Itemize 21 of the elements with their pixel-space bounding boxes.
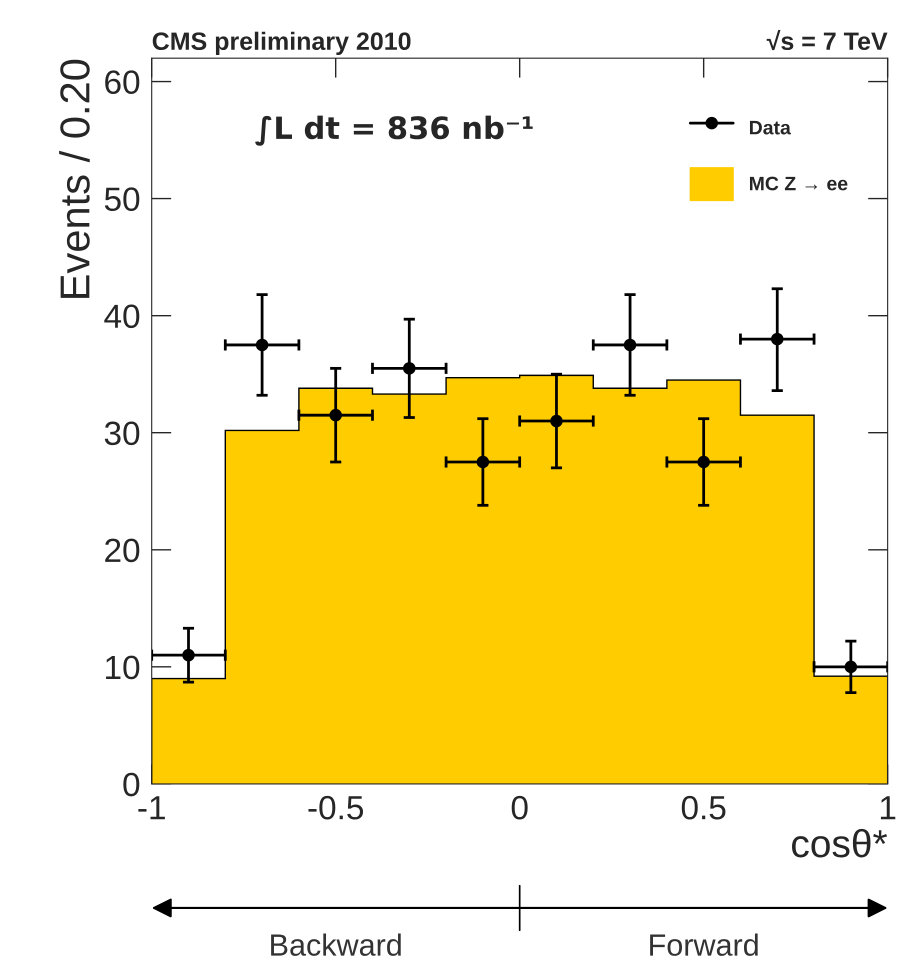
y-tick-label: 50 [104, 187, 140, 212]
x-axis-title: cosθ* [792, 828, 888, 858]
x-tick-label: -1 [138, 796, 165, 820]
x-tick-label: 0.5 [682, 796, 726, 820]
legend-label: Data [750, 120, 791, 134]
y-tick-label: 30 [104, 422, 140, 446]
x-tick-label: 0 [512, 796, 528, 820]
annotation: ∫L dt = 836 nb⁻¹ [255, 116, 533, 146]
y-axis-title: Events / 0.20 [59, 60, 90, 298]
legend-label: MC Z → ee [750, 176, 848, 190]
y-tick-label: 10 [106, 656, 140, 680]
text: Backward [271, 933, 401, 956]
y-tick-label: 20 [105, 538, 140, 562]
x-tick-label: -0.5 [308, 796, 364, 820]
x-tick-label: 1 [880, 796, 896, 820]
y-tick-label: 0 [123, 772, 140, 796]
chart-title: CMS preliminary 2010 [152, 32, 411, 55]
y-tick-label: 60 [105, 70, 140, 94]
chart-subtitle: √s = 7 TeV [766, 30, 888, 50]
y-tick-label: 40 [104, 304, 140, 328]
text: Forward [650, 933, 758, 956]
